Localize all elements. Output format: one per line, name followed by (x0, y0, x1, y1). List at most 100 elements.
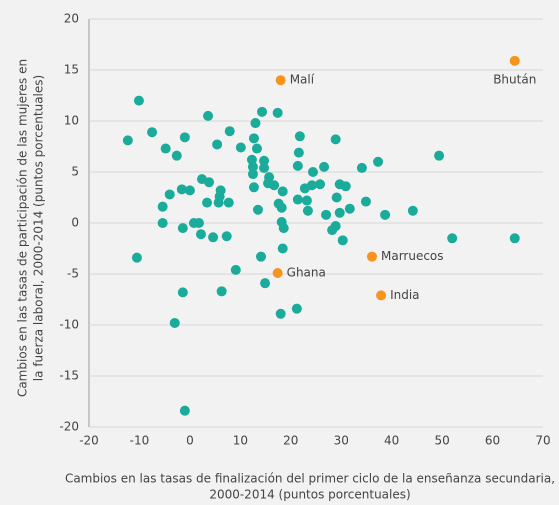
point-label: Marruecos (381, 249, 444, 263)
point (293, 147, 304, 158)
point (292, 160, 303, 171)
y-tick-label: 5 (71, 165, 79, 179)
point (256, 251, 267, 262)
point (160, 143, 171, 154)
x-tick-label: 50 (434, 434, 449, 448)
y-tick-label: -10 (59, 318, 79, 332)
point (434, 150, 445, 161)
point (366, 251, 377, 262)
x-tick-label: 70 (535, 434, 550, 448)
point (212, 139, 223, 150)
x-tick-label: 30 (334, 434, 349, 448)
point (340, 181, 351, 192)
point (301, 195, 312, 206)
point (131, 252, 142, 263)
point (257, 106, 268, 117)
point (251, 143, 262, 154)
point (247, 169, 258, 180)
point (360, 196, 371, 207)
point (193, 218, 204, 228)
point (221, 231, 232, 242)
point (277, 243, 288, 254)
point (169, 317, 180, 328)
point (202, 197, 213, 208)
point (177, 223, 188, 234)
point (330, 134, 341, 145)
point (278, 223, 289, 234)
point (157, 218, 168, 228)
point (337, 235, 348, 246)
y-axis-title: la fuerza laboral, 2000-2014 (puntos por… (32, 75, 46, 381)
y-tick-label: -15 (59, 369, 79, 383)
point (269, 180, 280, 191)
point (147, 127, 158, 138)
point (306, 180, 317, 191)
x-tick-label: -20 (79, 434, 99, 448)
y-tick-label: 20 (64, 12, 79, 26)
point (275, 308, 286, 319)
y-tick-label: 0 (71, 216, 79, 230)
point (248, 133, 259, 144)
point (157, 201, 168, 212)
point (252, 204, 263, 215)
x-tick-label: 40 (384, 434, 399, 448)
point-label: Ghana (287, 265, 326, 279)
x-tick-label: 60 (485, 434, 500, 448)
point (171, 150, 182, 161)
point (331, 192, 342, 203)
x-tick-label: 0 (186, 434, 194, 448)
point (177, 287, 188, 298)
point (208, 232, 219, 243)
point (203, 110, 214, 121)
point-label: India (390, 288, 419, 302)
y-tick-label: 10 (64, 114, 79, 128)
y-tick-label: -5 (67, 267, 79, 281)
x-tick-label: 10 (233, 434, 248, 448)
point (319, 161, 330, 172)
point (294, 131, 305, 142)
point (307, 167, 318, 177)
point (164, 189, 175, 200)
point (272, 267, 283, 278)
x-tick-label: 20 (283, 434, 298, 448)
point (344, 203, 355, 214)
point (179, 132, 190, 143)
y-tick-label: 15 (64, 63, 79, 77)
point (224, 126, 235, 137)
point (302, 205, 313, 216)
point (216, 286, 227, 297)
point (184, 185, 195, 196)
point (292, 194, 303, 205)
y-tick-label: -20 (59, 420, 79, 434)
point (259, 155, 270, 166)
point (259, 162, 270, 173)
point (176, 184, 187, 195)
point (509, 55, 520, 66)
point (230, 264, 241, 275)
point (248, 182, 259, 193)
point (247, 161, 258, 172)
point-label: Malí (290, 73, 315, 87)
point (447, 233, 458, 244)
point (380, 209, 391, 220)
point (315, 179, 326, 190)
x-tick-label: -10 (130, 434, 150, 448)
point (276, 202, 287, 213)
point (213, 197, 224, 208)
point (272, 107, 283, 118)
point (235, 142, 246, 153)
point (334, 207, 345, 218)
y-axis-title: Cambios en las tasas de participación de… (16, 59, 30, 397)
point (195, 229, 206, 240)
point (204, 177, 215, 188)
point (179, 405, 190, 416)
point (275, 75, 286, 86)
point (250, 118, 261, 129)
point (356, 162, 367, 173)
point (264, 172, 275, 183)
point (223, 197, 234, 208)
point (260, 278, 271, 289)
point (373, 156, 384, 167)
point (133, 95, 144, 106)
